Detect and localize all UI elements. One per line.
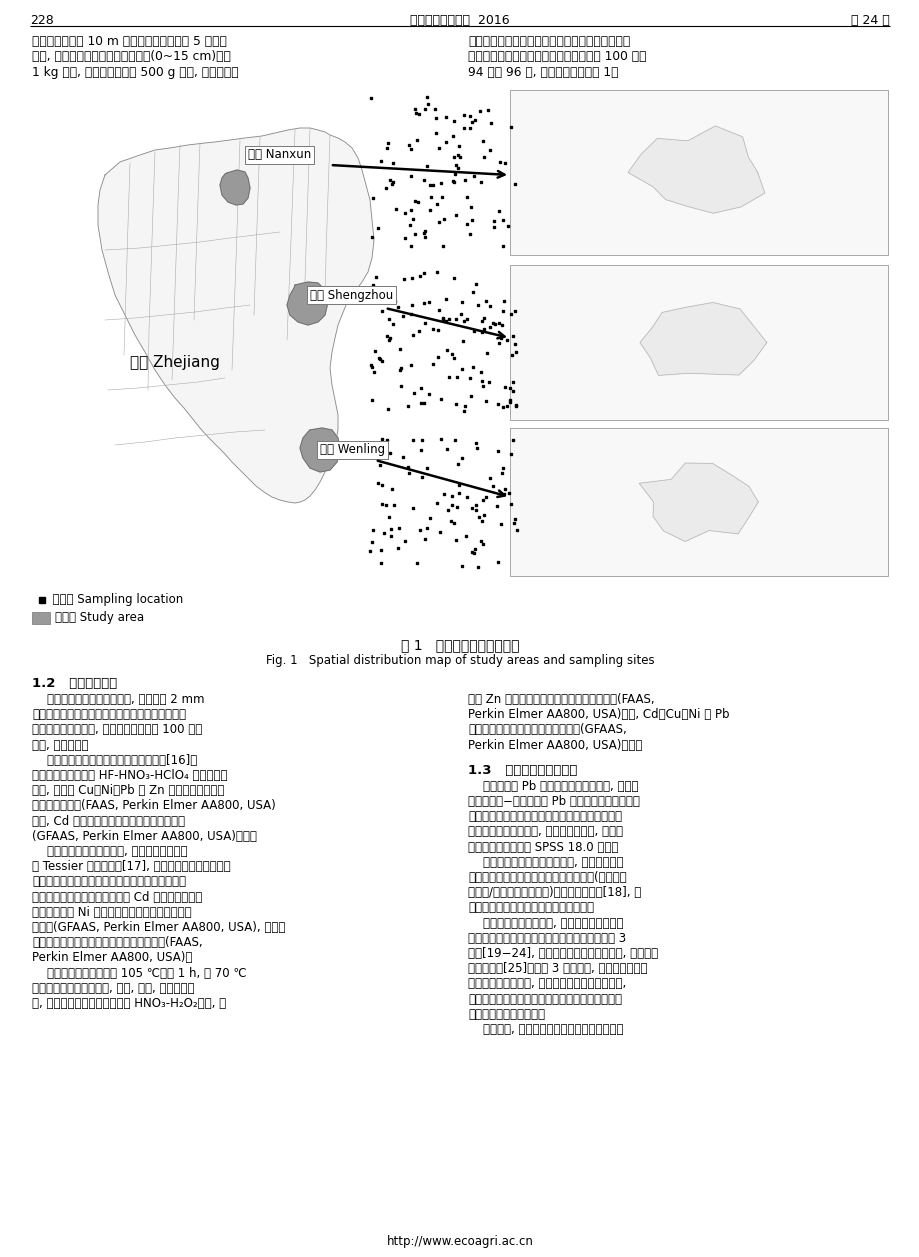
Text: 嵊州 Shengzhou: 嵊州 Shengzhou [310, 289, 392, 302]
Text: 换态和有机态 Ni 的测定采用石墨炉原子吸收分光: 换态和有机态 Ni 的测定采用石墨炉原子吸收分光 [32, 906, 191, 919]
Text: 采样点 Sampling location: 采样点 Sampling location [45, 593, 183, 606]
Polygon shape [287, 282, 328, 326]
Text: 图 1   研究区及采样点分布图: 图 1 研究区及采样点分布图 [401, 639, 518, 652]
Polygon shape [98, 128, 374, 503]
Text: 土壤和水稻数据的描述统计分析、正态分布检验、: 土壤和水稻数据的描述统计分析、正态分布检验、 [468, 811, 621, 823]
Text: 的 Tessier 连续提取法[17], 该法所提取的重金属形态: 的 Tessier 连续提取法[17], 该法所提取的重金属形态 [32, 860, 231, 874]
Bar [32, 85, 889, 595]
Text: 第 24 卷: 第 24 卷 [850, 14, 889, 26]
Text: 因此土壤作物系统中重金属相关模型可以归纳为线: 因此土壤作物系统中重金属相关模型可以归纳为线 [468, 993, 621, 1006]
Text: 温岭 Wenling: 温岭 Wenling [320, 444, 385, 456]
Text: 岭采集水稻田土壤及对应的水稻籽粒样品 100 对、: 岭采集水稻田土壤及对应的水稻籽粒样品 100 对、 [468, 50, 646, 64]
Text: 土壤理化状的测定均采用常规分析方法[16]。: 土壤理化状的测定均采用常规分析方法[16]。 [32, 754, 197, 767]
Bar [32, 612, 50, 623]
Text: 尼龙筛用于土壤理化性质分析。再从上述过筛的土: 尼龙筛用于土壤理化性质分析。再从上述过筛的土 [32, 708, 186, 722]
Text: 样点, 各子采样点用竹铲子采取耕层(0~15 cm)土壤: 样点, 各子采样点用竹铲子采取耕层(0~15 cm)土壤 [32, 50, 231, 64]
Bar [509, 91, 887, 255]
Bar [509, 265, 887, 420]
Text: 为线性关系[25]。在这 3 种模型中, 指数模型和对数: 为线性关系[25]。在这 3 种模型中, 指数模型和对数 [468, 962, 647, 975]
Text: 金属 Zn 的含量采用火焰原子吸收分光光度法(FAAS,: 金属 Zn 的含量采用火焰原子吸收分光光度法(FAAS, [468, 693, 654, 706]
Text: 1.3   数据分析及迁移模型: 1.3 数据分析及迁移模型 [468, 764, 577, 777]
Text: 以南浔为研究区域。采用重金属富集系数(水稻重金: 以南浔为研究区域。采用重金属富集系数(水稻重金 [468, 871, 626, 884]
Text: 点样品做为该采样点样品。分别在南浔、嵊州和温: 点样品做为该采样点样品。分别在南浔、嵊州和温 [468, 35, 630, 48]
Text: 相关模型主要有线性模型、指数模型和对数模型 3: 相关模型主要有线性模型、指数模型和对数模型 3 [468, 931, 626, 945]
Text: 研究区 Study area: 研究区 Study area [55, 611, 144, 625]
Text: 态、有机结合态和残渣态。土壤 Cd 各形态含量、交: 态、有机结合态和残渣态。土壤 Cd 各形态含量、交 [32, 891, 202, 904]
Polygon shape [640, 303, 766, 376]
Polygon shape [639, 463, 757, 542]
Text: 1 kg 左右, 对应的水稻样品 500 g 左右, 混匀子采样: 1 kg 左右, 对应的水稻样品 500 g 左右, 混匀子采样 [32, 67, 238, 79]
Text: 个采样点周围的 10 m 半径圆形范围内设置 5 个子采: 个采样点周围的 10 m 半径圆形范围内设置 5 个子采 [32, 35, 227, 48]
Text: 浙江 Zhejiang: 浙江 Zhejiang [130, 354, 220, 370]
Text: 中国生态农业学报  2016: 中国生态农业学报 2016 [410, 14, 509, 26]
Text: 杂交水稻选取嵊州为研究区域, 常规晚粳稻则: 杂交水稻选取嵊州为研究区域, 常规晚粳稻则 [468, 856, 623, 869]
Text: 吸收分光光度法(FAAS, Perkin Elmer AA800, USA): 吸收分光光度法(FAAS, Perkin Elmer AA800, USA) [32, 799, 276, 812]
Text: 水稻植株样品在烘箱内 105 ℃杀青 1 h, 在 70 ℃: 水稻植株样品在烘箱内 105 ℃杀青 1 h, 在 70 ℃ [32, 967, 246, 979]
Text: 南浔 Nanxun: 南浔 Nanxun [248, 148, 311, 161]
Text: 大类[19−24], 且在土壤重金属含量较低时, 通常表现: 大类[19−24], 且在土壤重金属含量较低时, 通常表现 [468, 947, 657, 960]
Text: 属含量/土壤该重金属含量)代表其迁移能力[18], 土: 属含量/土壤该重金属含量)代表其迁移能力[18], 土 [468, 886, 641, 899]
Text: 素各形态测定采用火焰原子吸收分光光度法(FAAS,: 素各形态测定采用火焰原子吸收分光光度法(FAAS, [32, 936, 202, 949]
Text: 南浔 Nanxun: 南浔 Nanxun [248, 148, 311, 161]
Text: http://www.ecoagri.ac.cn: http://www.ecoagri.ac.cn [386, 1234, 533, 1248]
Text: 土壤样品在室温下自然风干, 并研磨过 2 mm: 土壤样品在室温下自然风干, 并研磨过 2 mm [32, 693, 204, 706]
Text: Perkin Elmer AA800, USA)测定。: Perkin Elmer AA800, USA)测定。 [468, 739, 641, 752]
Text: 94 对和 96 对, 具体采样地点见图 1。: 94 对和 96 对, 具体采样地点见图 1。 [468, 67, 618, 79]
Text: 228: 228 [30, 14, 53, 26]
Text: Fig. 1   Spatial distribution map of study areas and sampling sites: Fig. 1 Spatial distribution map of study… [266, 654, 653, 667]
Text: Perkin Elmer AA800, USA)。: Perkin Elmer AA800, USA)。 [32, 952, 192, 964]
Text: 下烘干至恒重。然后脱壳, 去精, 磨碎, 用塑封袋装: 下烘干至恒重。然后脱壳, 去精, 磨碎, 用塑封袋装 [32, 982, 194, 994]
Bar [509, 427, 887, 576]
Text: (GFAAS, Perkin Elmer AA800, USA)测定。: (GFAAS, Perkin Elmer AA800, USA)测定。 [32, 830, 256, 842]
Text: 性模型和对数线性模型。: 性模型和对数线性模型。 [468, 1008, 544, 1021]
Text: 模型存在一定的联系, 可以通过数学方法相互转换,: 模型存在一定的联系, 可以通过数学方法相互转换, [468, 978, 626, 991]
Text: 有鉴于此, 本研究对两个水稻品种的每个重金: 有鉴于此, 本研究对两个水稻品种的每个重金 [468, 1023, 623, 1036]
Polygon shape [628, 126, 764, 214]
Text: 土壤重金属全量采用 HF-HNO₃-HClO₄ 三酸消解法: 土壤重金属全量采用 HF-HNO₃-HClO₄ 三酸消解法 [32, 769, 227, 782]
Text: 1.2   样品测定分析: 1.2 样品测定分析 [32, 678, 117, 690]
Text: 壤样品中取出一部分, 用玛瑙研钵研磨过 100 目的: 壤样品中取出一部分, 用玛瑙研钵研磨过 100 目的 [32, 723, 202, 737]
Text: 由于水稻中 Pb 的含量低于仪器检测线, 故本研: 由于水稻中 Pb 的含量低于仪器检测线, 故本研 [468, 779, 638, 793]
Text: 好, 保存备用。水稻重金属采用 HNO₃-H₂O₂消解, 重: 好, 保存备用。水稻重金属采用 HNO₃-H₂O₂消解, 重 [32, 997, 226, 1011]
Text: 以往众多研究结果表明, 土壤作物中重金属的: 以往众多研究结果表明, 土壤作物中重金属的 [468, 916, 623, 930]
Text: 差异显著性的方差分析, 相关显著性检验, 以及相: 差异显著性的方差分析, 相关显著性检验, 以及相 [468, 826, 622, 838]
Text: 测定, Cd 含量采用石墨炉原子吸收分光光度法: 测定, Cd 含量采用石墨炉原子吸收分光光度法 [32, 815, 185, 827]
Text: 测定, 重金属 Cu、Ni、Pb 和 Zn 含量采用火焰原子: 测定, 重金属 Cu、Ni、Pb 和 Zn 含量采用火焰原子 [32, 784, 224, 797]
Text: 含量采用石墨炉原子吸收分光光度法(GFAAS,: 含量采用石墨炉原子吸收分光光度法(GFAAS, [468, 723, 626, 737]
Polygon shape [220, 170, 250, 205]
Text: 究未对土壤−水稻系统的 Pb 进行统计分析与建模。: 究未对土壤−水稻系统的 Pb 进行统计分析与建模。 [468, 794, 640, 808]
Text: 关模型分析等均采用 SPSS 18.0 软件。: 关模型分析等均采用 SPSS 18.0 软件。 [468, 841, 618, 854]
Text: 主要包括交换态、碳酸盐结合态、铁锰氧化物结合: 主要包括交换态、碳酸盐结合态、铁锰氧化物结合 [32, 875, 186, 889]
Polygon shape [300, 427, 340, 471]
Text: 壤重金属形态和理化性质作为影响因子。: 壤重金属形态和理化性质作为影响因子。 [468, 901, 594, 914]
Text: 筛子, 保存各用。: 筛子, 保存各用。 [32, 739, 88, 752]
Text: 光度法(GFAAS, Perkin Elmer AA800, USA), 其余元: 光度法(GFAAS, Perkin Elmer AA800, USA), 其余元 [32, 921, 285, 934]
Text: 土壤重金属形态含量测定, 参考目前普遍采用: 土壤重金属形态含量测定, 参考目前普遍采用 [32, 845, 187, 859]
Text: Perkin Elmer AA800, USA)测定, Cd、Cu、Ni 和 Pb: Perkin Elmer AA800, USA)测定, Cd、Cu、Ni 和 P… [468, 708, 729, 722]
